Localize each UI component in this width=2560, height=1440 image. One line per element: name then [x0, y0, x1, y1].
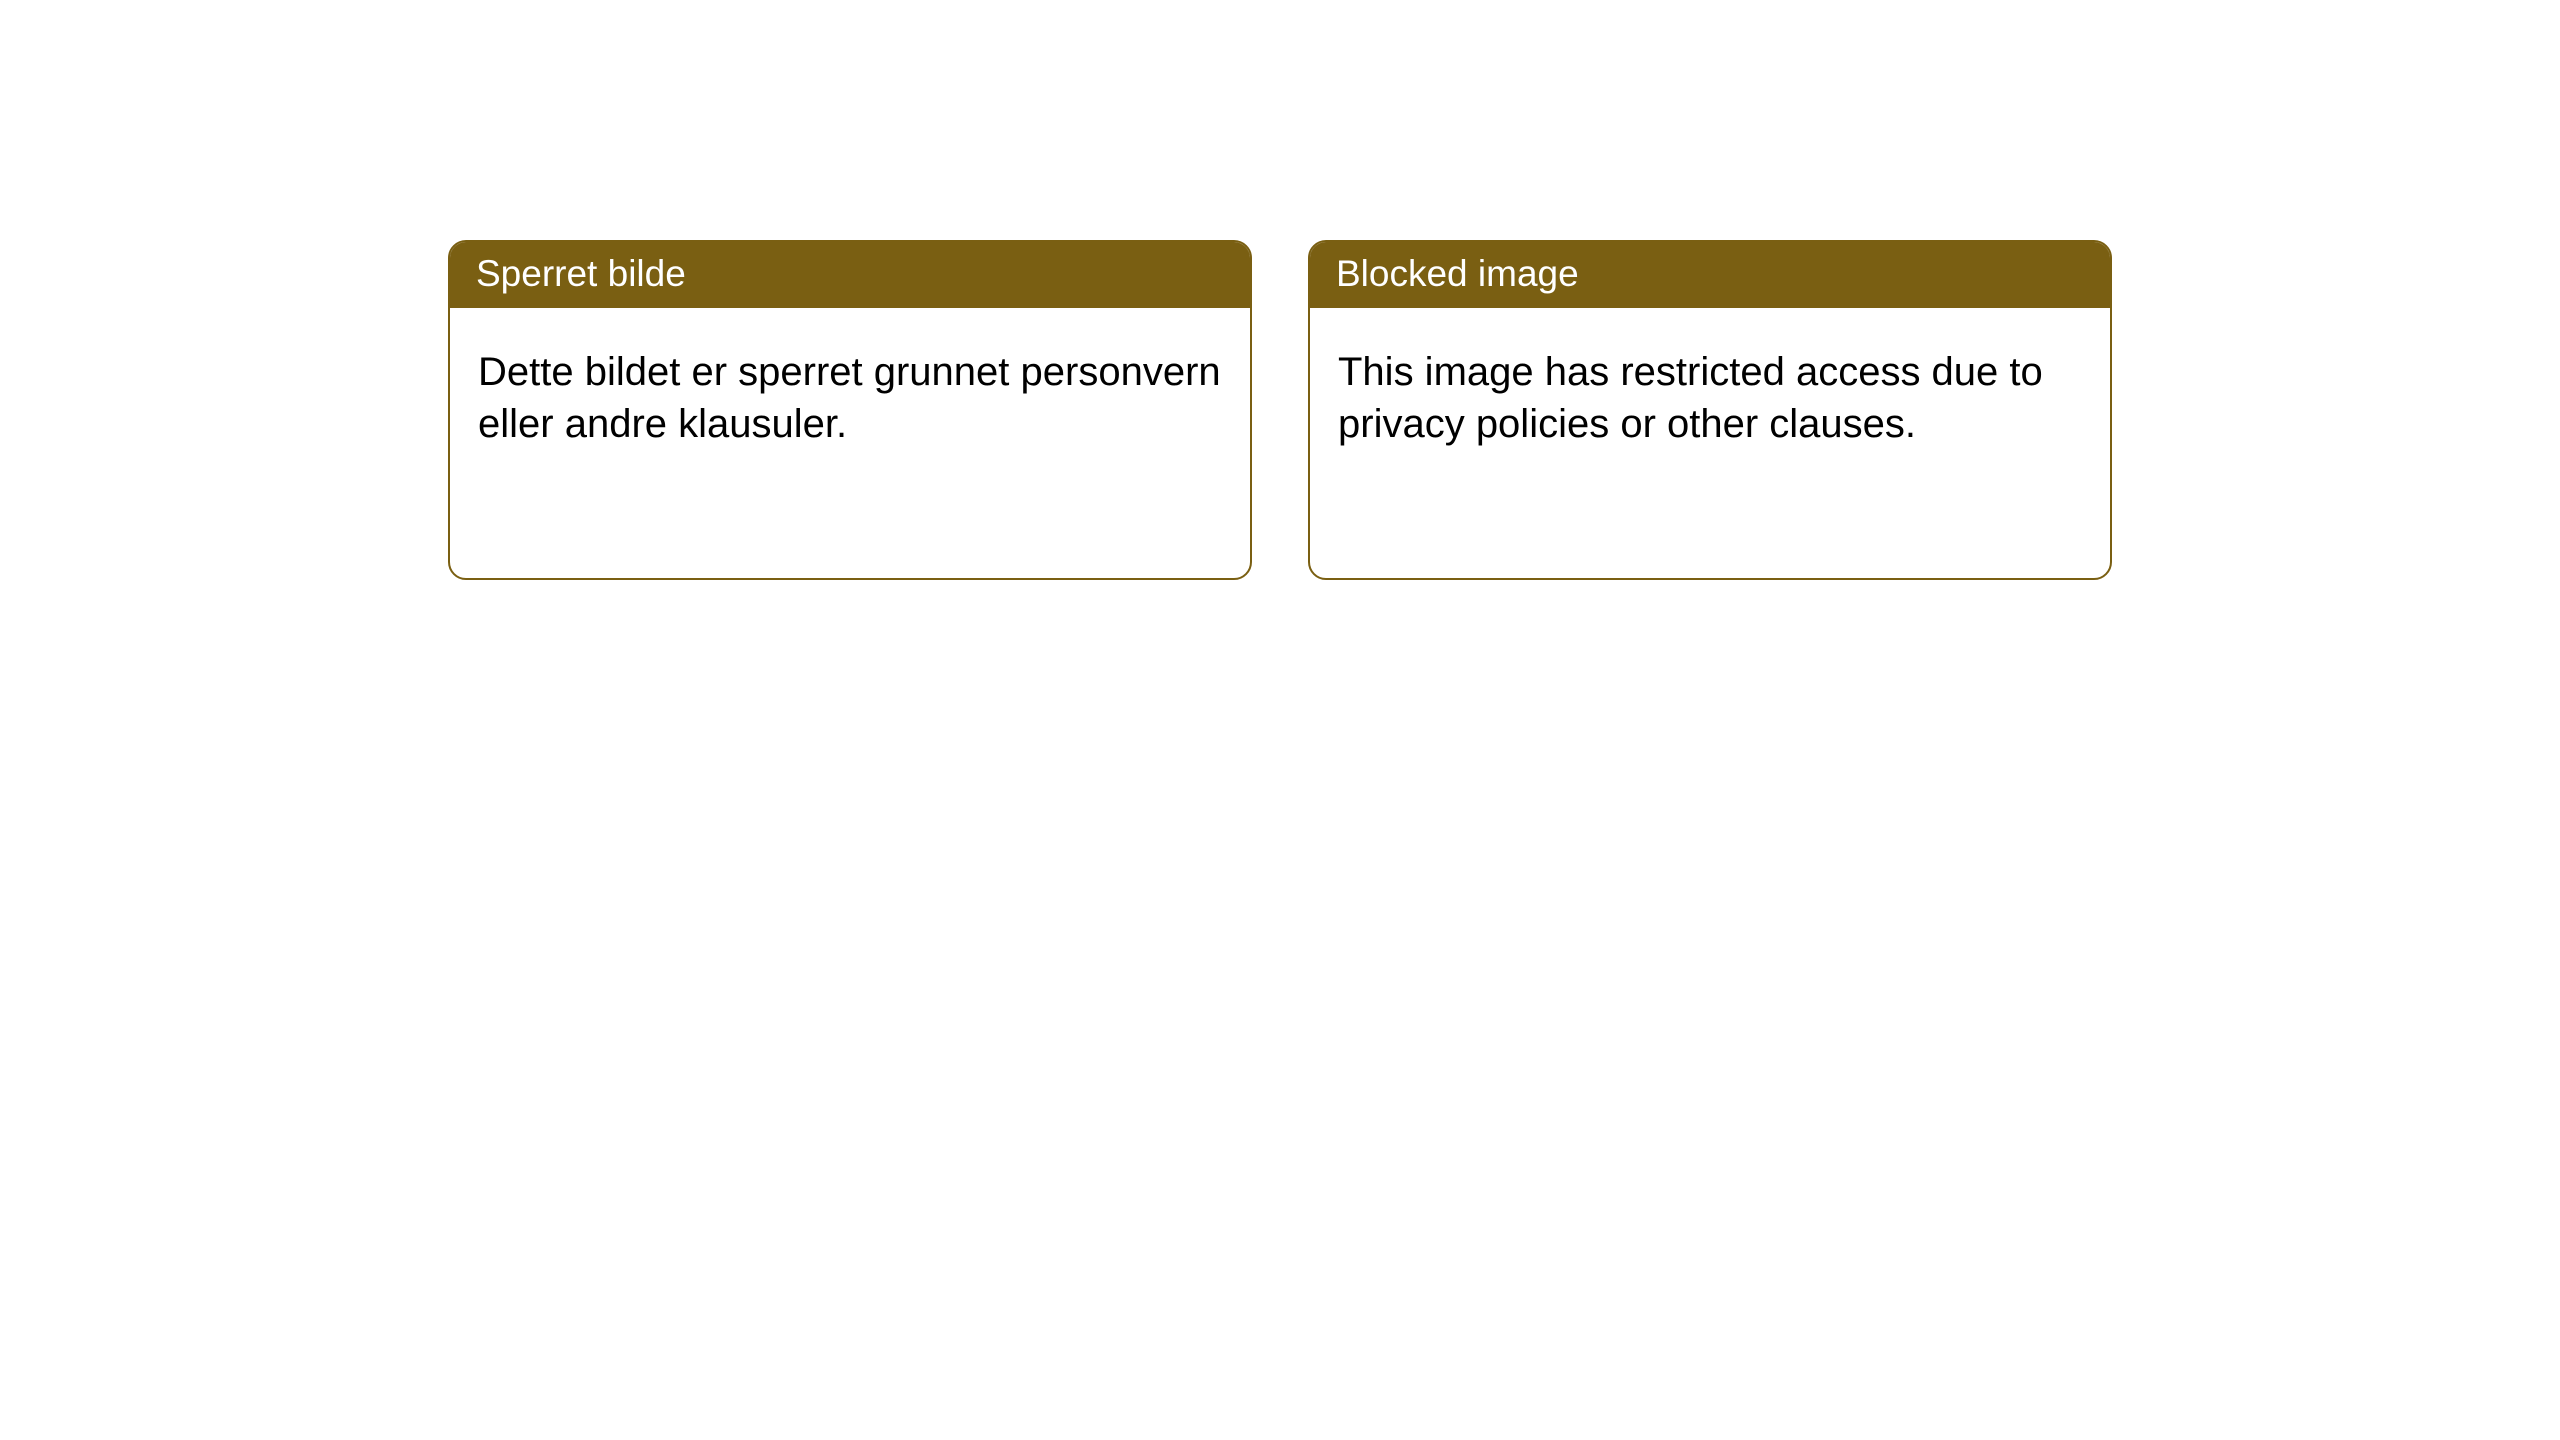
notice-header-norwegian: Sperret bilde — [450, 242, 1250, 308]
notice-body-norwegian: Dette bildet er sperret grunnet personve… — [450, 308, 1250, 578]
notice-body-english: This image has restricted access due to … — [1310, 308, 2110, 578]
notice-container: Sperret bilde Dette bildet er sperret gr… — [0, 0, 2560, 580]
notice-box-english: Blocked image This image has restricted … — [1308, 240, 2112, 580]
notice-header-english: Blocked image — [1310, 242, 2110, 308]
notice-box-norwegian: Sperret bilde Dette bildet er sperret gr… — [448, 240, 1252, 580]
